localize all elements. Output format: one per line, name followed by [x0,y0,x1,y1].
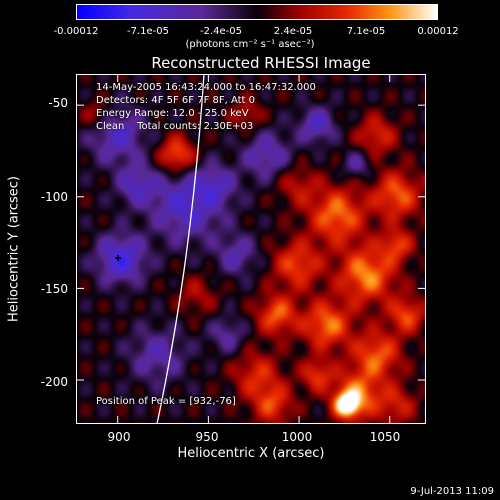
info-clean: Clean Total counts: 2.30E+03 [96,121,254,132]
y-axis-label: Heliocentric Y (arcsec) [6,176,22,322]
y-tick-label: -150 [40,282,68,296]
y-tick-label: -50 [48,96,68,110]
image-plot: 14-May-2005 16:43:24.000 to 16:47:32.000… [76,74,426,424]
timestamp: 9-Jul-2013 11:09 [410,486,494,497]
info-detectors: Detectors: 4F 5F 6F 7F 8F, Att 0 [96,95,256,106]
colorbar-tick-label: -0.00012 [53,26,99,37]
x-tick-label: 1050 [369,430,401,444]
info-peak-position: Position of Peak = [932,-76] [96,396,236,407]
x-tick-label: 1000 [281,430,313,444]
image-svg [76,74,426,424]
colorbar-units: (photons cm⁻² s⁻¹ asec⁻²) [185,39,315,50]
plot-title: Reconstructed RHESSI Image [151,54,371,72]
colorbar-tick-label: 7.1e-05 [346,26,386,37]
info-time: 14-May-2005 16:43:24.000 to 16:47:32.000 [96,82,316,93]
colorbar-tick-label: 0.00012 [417,26,459,37]
colorbar [76,4,438,20]
solar-limb-line [156,74,205,424]
y-tick-label: -100 [40,190,68,204]
flux-map-image [76,74,426,424]
x-tick-label: 950 [195,430,219,444]
colorbar-tick-label: 2.4e-05 [273,26,313,37]
min-marker [115,255,121,261]
y-tick-label: -200 [40,375,68,389]
x-axis-label: Heliocentric X (arcsec) [177,446,325,461]
colorbar-tick-label: -7.1e-05 [127,26,169,37]
plot-frame [76,74,426,424]
x-tick-label: 900 [107,430,131,444]
colorbar-tick-label: -2.4e-05 [200,26,242,37]
info-energy: Energy Range: 12.0 - 25.0 keV [96,108,249,119]
